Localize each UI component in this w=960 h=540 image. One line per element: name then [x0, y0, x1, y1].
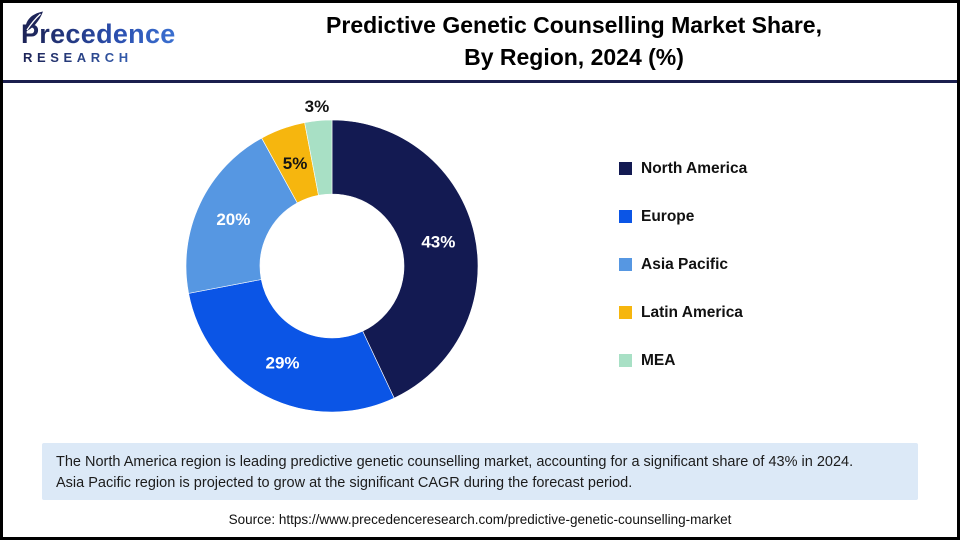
legend-marker-mea: [619, 354, 632, 367]
logo-wordmark: Precedence: [19, 20, 197, 49]
page-title-line1: Predictive Genetic Counselling Market Sh…: [326, 12, 822, 39]
legend-item-asia-pacific: Asia Pacific: [619, 255, 747, 273]
logo-subtitle: RESEARCH: [19, 50, 197, 65]
legend-marker-north-america: [619, 162, 632, 175]
donut-slice-asia-pacific: [185, 137, 298, 294]
legend-label-asia-pacific: Asia Pacific: [641, 255, 729, 273]
slice-label-mea: 3%: [305, 97, 330, 116]
legend-label-north-america: North America: [641, 159, 748, 177]
summary-line2: Asia Pacific region is projected to grow…: [56, 474, 633, 491]
leaf-icon: [25, 11, 43, 33]
legend-label-europe: Europe: [641, 207, 695, 225]
donut-slice-europe: [188, 279, 395, 413]
slice-label-europe: 29%: [265, 354, 299, 373]
header: Precedence RESEARCH Predictive Genetic C…: [3, 3, 957, 83]
legend-marker-europe: [619, 210, 632, 223]
page-title: Predictive Genetic Counselling Market Sh…: [197, 10, 957, 72]
source-text: Source: https://www.precedenceresearch.c…: [228, 512, 732, 527]
donut-slice-north-america: [331, 119, 479, 399]
donut-slice-mea: [304, 119, 333, 196]
chart-legend: North America Europe Asia Pacific Latin Ame…: [619, 159, 748, 369]
slice-label-north-america: 43%: [421, 233, 455, 252]
legend-marker-asia-pacific: [619, 258, 632, 271]
donut-chart: 43% 29% 20% 5% 3%: [185, 97, 479, 413]
legend-item-latin-america: Latin America: [619, 303, 747, 321]
slice-label-asia-pacific: 20%: [216, 210, 250, 229]
legend-item-mea: MEA: [619, 351, 747, 369]
legend-item-north-america: North America: [619, 159, 748, 177]
page-title-line2: By Region, 2024 (%): [464, 43, 684, 70]
legend-label-mea: MEA: [641, 351, 676, 369]
legend-item-europe: Europe: [619, 207, 747, 225]
legend-marker-latin-america: [619, 306, 632, 319]
slice-label-latin-america: 5%: [283, 154, 308, 173]
legend-label-latin-america: Latin America: [641, 303, 743, 321]
precedence-research-logo: Precedence RESEARCH: [19, 11, 197, 65]
summary-note: The North America region is leading pred…: [42, 443, 918, 500]
summary-line1: The North America region is leading pred…: [56, 454, 854, 470]
